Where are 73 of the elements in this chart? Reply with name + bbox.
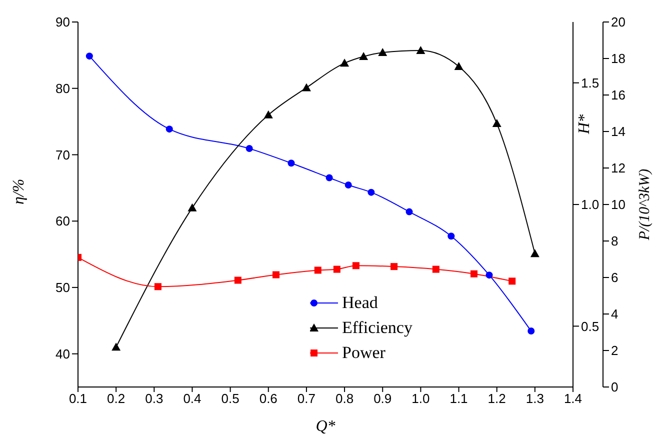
point bbox=[246, 145, 253, 152]
point bbox=[406, 208, 413, 216]
x-tick-label: 0.4 bbox=[183, 391, 202, 406]
point bbox=[340, 58, 350, 67]
y-tick-label: 90 bbox=[56, 14, 70, 30]
y2-tick-label: 1.0 bbox=[581, 197, 600, 212]
y2-tick-label: 1.5 bbox=[581, 75, 600, 90]
x-tick-label: 0.3 bbox=[145, 391, 164, 406]
point bbox=[528, 328, 535, 335]
x-axis-title: Q* bbox=[316, 418, 336, 435]
point bbox=[166, 126, 173, 133]
point bbox=[352, 262, 360, 270]
y3-tick-label: 4 bbox=[611, 306, 618, 322]
x-tick-label: 1.1 bbox=[450, 391, 468, 406]
y-tick-label: 80 bbox=[56, 80, 70, 96]
point bbox=[508, 278, 516, 285]
y3-tick-label: 10 bbox=[611, 197, 626, 212]
point bbox=[188, 203, 197, 212]
x-tick-label: 0.9 bbox=[374, 391, 392, 406]
x-tick-label: 0.1 bbox=[68, 391, 88, 406]
point bbox=[492, 119, 502, 128]
y2-axis-title: H* bbox=[576, 114, 593, 135]
legend-label: Efficiency bbox=[342, 318, 412, 338]
point bbox=[432, 266, 440, 273]
x-tick-label: 0.7 bbox=[297, 391, 316, 406]
point bbox=[326, 174, 333, 182]
point bbox=[112, 342, 121, 351]
point bbox=[333, 266, 340, 273]
legend-label: Power bbox=[342, 342, 386, 362]
point bbox=[86, 52, 93, 60]
point bbox=[454, 62, 464, 70]
x-tick-label: 0.8 bbox=[336, 391, 354, 406]
y3-tick-label: 12 bbox=[611, 160, 626, 176]
y3-tick-label: 20 bbox=[611, 14, 626, 30]
x-tick-label: 1.0 bbox=[412, 391, 430, 406]
x-tick-label: 0.6 bbox=[259, 391, 278, 406]
y3-tick-label: 6 bbox=[611, 270, 618, 286]
point bbox=[288, 160, 295, 167]
point bbox=[416, 46, 426, 54]
legend-label: Head bbox=[342, 292, 378, 312]
y2-tick-label: 0.5 bbox=[581, 318, 600, 334]
point bbox=[486, 272, 493, 279]
x-tick-label: 0.5 bbox=[221, 391, 240, 406]
point bbox=[448, 232, 455, 240]
y-tick-label: 50 bbox=[56, 280, 70, 296]
point bbox=[470, 270, 478, 278]
point bbox=[302, 83, 311, 92]
point bbox=[359, 52, 368, 60]
y-tick-label: 70 bbox=[56, 147, 70, 162]
point bbox=[314, 266, 322, 274]
y-axis-title: η/% bbox=[10, 178, 28, 204]
x-tick-label: 1.2 bbox=[488, 391, 506, 406]
y3-axis-title: P/(10^3kW) bbox=[637, 168, 653, 242]
point bbox=[390, 263, 398, 270]
point bbox=[154, 283, 162, 290]
x-tick-label: 0.2 bbox=[107, 391, 126, 406]
y3-tick-label: 8 bbox=[611, 234, 618, 249]
y-tick-label: 60 bbox=[56, 214, 70, 229]
point bbox=[378, 48, 388, 56]
point bbox=[530, 249, 540, 258]
point bbox=[344, 182, 352, 189]
y3-tick-label: 16 bbox=[611, 88, 626, 103]
y-tick-label: 40 bbox=[56, 346, 70, 362]
point bbox=[368, 188, 375, 196]
y3-tick-label: 14 bbox=[611, 124, 626, 140]
point bbox=[264, 110, 273, 118]
y3-tick-label: 0 bbox=[611, 380, 618, 395]
point bbox=[234, 276, 242, 284]
y3-tick-label: 18 bbox=[611, 51, 626, 66]
point bbox=[272, 271, 280, 278]
x-tick-label: 1.3 bbox=[526, 391, 544, 406]
x-tick-label: 1.4 bbox=[564, 391, 582, 406]
y3-tick-label: 2 bbox=[611, 343, 618, 358]
